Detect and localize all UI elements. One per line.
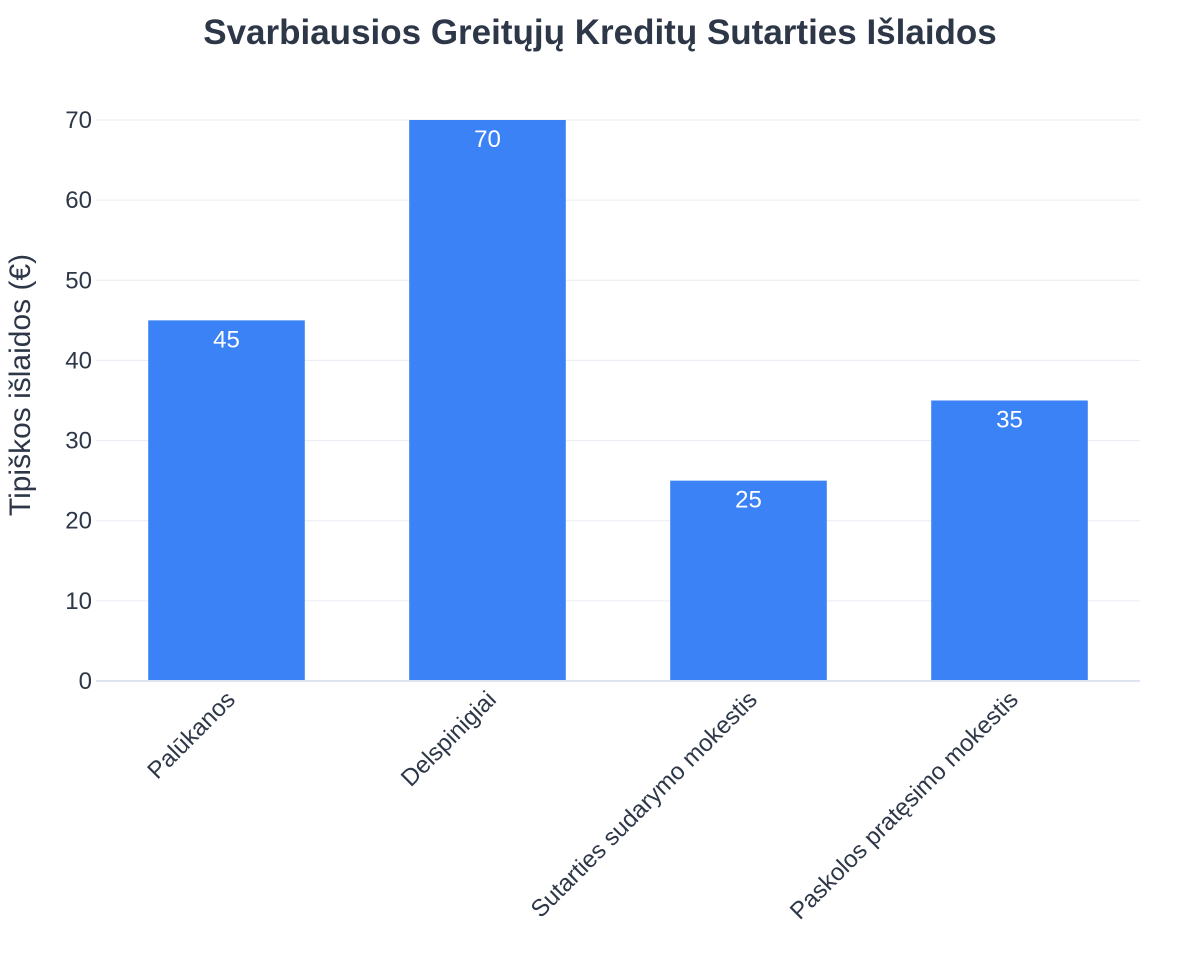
y-axis-label: Tipiškos išlaidos (€) [4, 254, 37, 516]
y-tick-label: 0 [79, 668, 92, 695]
y-tick-label: 10 [65, 588, 92, 615]
data-label: 35 [996, 407, 1023, 434]
y-tick-label: 40 [65, 347, 92, 374]
x-tick-label: Paskolos pratęsimo mokestis [785, 686, 1024, 925]
bar [931, 400, 1088, 681]
bar [409, 120, 566, 681]
chart-title: Svarbiausios Greitųjų Kreditų Sutarties … [203, 13, 997, 52]
y-tick-label: 30 [65, 428, 92, 455]
x-axis-ticks: Palūkanos Delspinigiai Sutarties sudarymo … [142, 686, 1023, 925]
bar [148, 320, 305, 681]
data-label: 70 [474, 126, 501, 153]
x-tick-label: Delspinigiai [396, 686, 502, 792]
bar [670, 480, 827, 681]
y-axis-ticks: 0 10 20 30 40 50 60 70 [65, 107, 92, 695]
x-tick-label: Palūkanos [142, 686, 240, 784]
data-label: 25 [735, 487, 762, 514]
y-tick-label: 70 [65, 107, 92, 134]
x-tick-label: Sutarties sudarymo mokestis [526, 686, 763, 923]
y-tick-label: 50 [65, 267, 92, 294]
bars [148, 120, 1088, 681]
y-tick-label: 20 [65, 508, 92, 535]
y-tick-label: 60 [65, 187, 92, 214]
data-labels: 45 70 25 35 [213, 126, 1023, 514]
data-label: 45 [213, 326, 240, 353]
